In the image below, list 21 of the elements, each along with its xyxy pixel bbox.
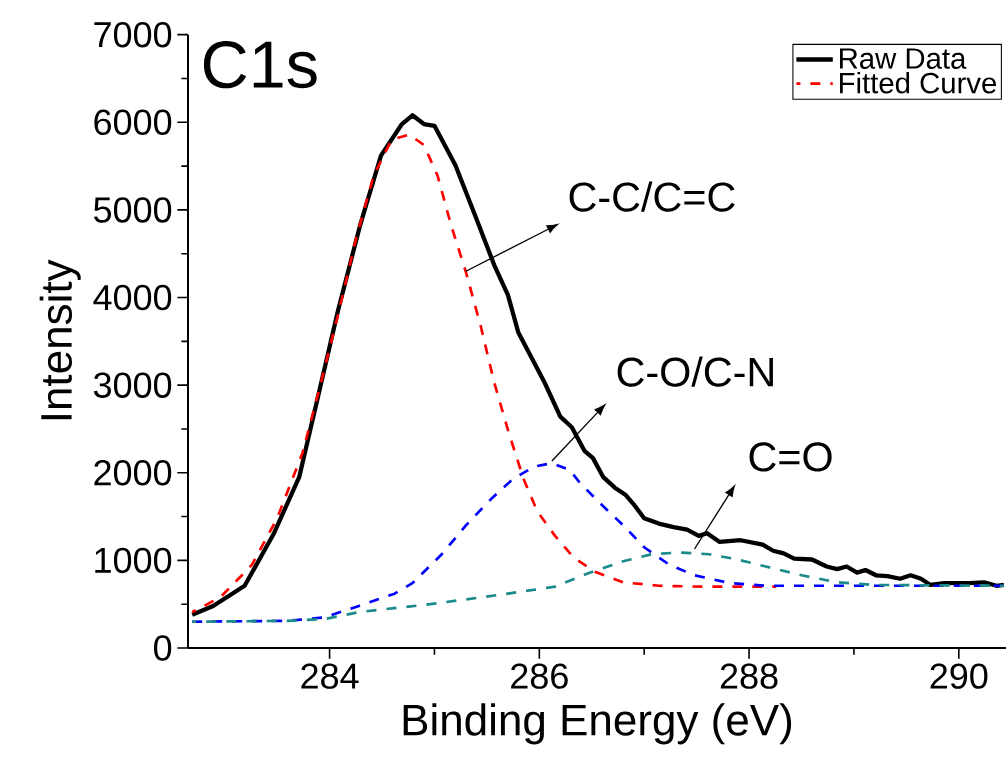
x-tick-label: 286 [511, 663, 568, 689]
y-tick-label: 0 [154, 635, 172, 661]
x-tick-label: 290 [930, 663, 988, 689]
y-axis-title: Intensity [39, 259, 81, 420]
chart-title: C1s [203, 41, 317, 89]
y-tick-label: 1000 [95, 547, 172, 574]
annotation: C-C/C=C [569, 181, 735, 212]
x-tick-label: 288 [720, 663, 778, 689]
annotation: C=O [749, 442, 832, 472]
y-tick-label: 2000 [94, 460, 172, 486]
y-tick-label: 6000 [94, 109, 172, 136]
y-tick-label: 4000 [93, 284, 172, 311]
y-tick-label: 7000 [94, 21, 172, 48]
x-axis-title: Binding Energy (eV) [403, 703, 792, 745]
annotation: C-O/C-N [617, 356, 773, 387]
y-tick-label: 3000 [93, 372, 172, 398]
legend-label: Fitted Curve [840, 71, 997, 94]
line-series [190, 551, 1006, 624]
y-tick-label: 5000 [93, 197, 172, 223]
x-tick-label: 284 [301, 663, 359, 689]
legend-label: Raw Data [840, 48, 967, 69]
